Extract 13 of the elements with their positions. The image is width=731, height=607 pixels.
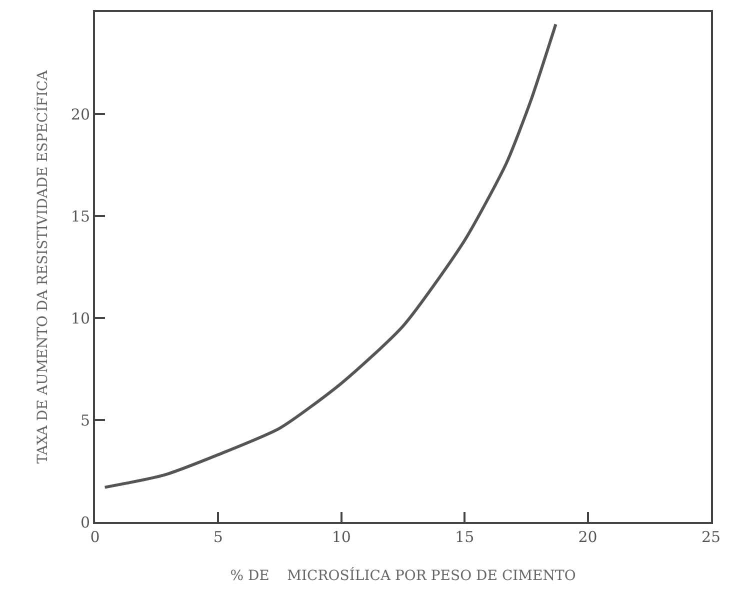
x-tick-label: 10 — [332, 528, 351, 546]
y-tick-label: 10 — [70, 309, 90, 328]
line-series — [103, 22, 558, 489]
y-tick-label: 5 — [80, 411, 90, 430]
y-tick-label: 20 — [70, 105, 90, 124]
y-axis-title: TAXA DE AUMENTO DA RESISTIVIDADE ESPECÍFICA — [34, 69, 52, 464]
x-tick-label: 15 — [455, 528, 474, 546]
x-axis-title: % DE MICROSÍLICA POR PESO DE CIMENTO — [230, 566, 576, 584]
x-tick-label: 25 — [701, 528, 721, 546]
y-tick-label: 0 — [80, 513, 90, 532]
y-tick-label: 15 — [70, 207, 90, 226]
x-tick-label: 5 — [213, 528, 223, 546]
x-tick-label: 20 — [578, 528, 598, 546]
